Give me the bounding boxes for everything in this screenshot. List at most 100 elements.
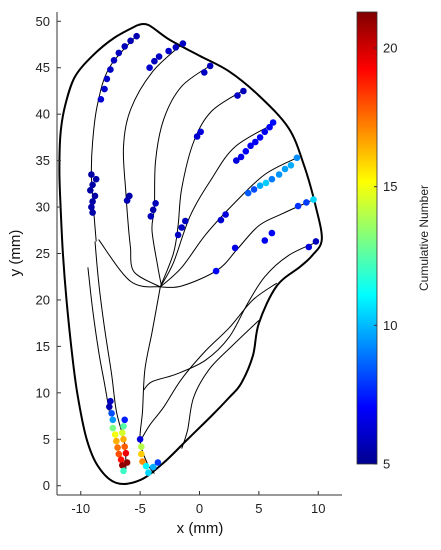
vein-line [130, 248, 161, 288]
data-point [231, 244, 239, 252]
data-point [174, 231, 182, 239]
y-axis-label: y (mm) [7, 230, 24, 277]
data-point [115, 49, 123, 57]
vein-line [181, 320, 260, 449]
data-point [287, 162, 295, 169]
data-point [197, 128, 204, 136]
data-point [152, 200, 159, 207]
data-point [149, 463, 157, 471]
data-point [109, 424, 117, 432]
data-point [92, 175, 100, 183]
y-tick-label: 15 [36, 339, 50, 354]
vein-line [143, 240, 319, 391]
x-tick-label: -5 [134, 501, 146, 516]
data-point [123, 197, 131, 204]
y-tick-label: 25 [36, 246, 50, 261]
vein-line [98, 239, 161, 288]
y-tick-label: 30 [36, 200, 50, 215]
data-point [106, 403, 113, 411]
data-point [193, 133, 201, 140]
data-point [87, 187, 94, 194]
vein-line [151, 64, 212, 287]
data-point [179, 40, 187, 47]
data-point [247, 142, 254, 150]
data-point [119, 429, 126, 437]
data-point [123, 459, 131, 466]
axes: -10 -5 0 5 10 0 5 10 15 20 25 30 35 40 45 50 x (mm) y … [7, 12, 342, 537]
data-point [88, 203, 95, 211]
data-point [120, 423, 127, 430]
data-point [261, 237, 269, 244]
data-point [107, 397, 114, 405]
data-point [110, 57, 118, 64]
y-tick-label: 10 [36, 385, 50, 400]
data-point [139, 458, 146, 465]
y-tick-label: 0 [43, 478, 50, 493]
data-point [233, 157, 240, 164]
data-point [145, 469, 152, 477]
colorbar-gradient [356, 11, 378, 465]
vein-line [87, 267, 110, 412]
data-point [147, 213, 155, 220]
data-point [201, 69, 208, 76]
x-tick-label: -10 [71, 501, 90, 516]
data-point [244, 189, 252, 197]
data-point [155, 53, 163, 60]
data-point [182, 217, 189, 225]
data-point [89, 209, 96, 216]
data-point [252, 138, 259, 146]
data-point [121, 43, 128, 50]
data-point [136, 436, 144, 443]
data-point [115, 450, 123, 458]
data-point [234, 92, 241, 99]
data-point [303, 199, 310, 206]
data-point [120, 467, 127, 475]
data-point [138, 443, 145, 451]
data-point [250, 186, 258, 193]
data-point [217, 216, 225, 224]
data-point [127, 37, 134, 45]
vein-line [159, 90, 243, 288]
data-point [89, 198, 96, 205]
data-point [154, 459, 162, 466]
data-point [281, 165, 289, 173]
data-point [88, 171, 95, 178]
x-ticks: -10 -5 0 5 10 [71, 491, 325, 516]
y-tick-label: 50 [36, 14, 50, 29]
data-point [256, 134, 264, 141]
data-point [103, 75, 111, 83]
x-tick-label: 0 [196, 501, 203, 516]
data-point [268, 229, 276, 237]
data-point [305, 243, 313, 251]
data-point [262, 179, 270, 187]
data-point [97, 96, 105, 103]
data-points [87, 32, 320, 477]
data-point [120, 436, 127, 443]
data-point [266, 123, 273, 131]
data-point [310, 196, 317, 203]
y-tick-label: 20 [36, 292, 50, 307]
colorbar-tick-label: 10 [383, 318, 397, 333]
vein-line [140, 282, 277, 440]
data-point [206, 62, 214, 70]
data-point [178, 224, 185, 231]
colorbar-tick-label: 15 [383, 179, 397, 194]
data-point [149, 206, 157, 214]
y-tick-label: 35 [36, 153, 50, 168]
colorbar-tick-label: 20 [383, 41, 397, 56]
data-point [269, 119, 277, 126]
data-point [114, 444, 121, 451]
data-point [121, 443, 128, 451]
data-point [172, 44, 180, 51]
y-ticks: 0 5 10 15 20 25 30 35 40 45 50 [36, 14, 61, 493]
colorbar-ticks: 5 10 15 20 [374, 41, 397, 472]
data-point [222, 211, 229, 218]
data-point [108, 410, 115, 417]
data-point [111, 431, 119, 438]
data-point [294, 202, 302, 210]
data-point [151, 57, 158, 65]
y-tick-label: 5 [43, 432, 50, 447]
data-point [237, 153, 245, 161]
data-point [261, 128, 269, 136]
